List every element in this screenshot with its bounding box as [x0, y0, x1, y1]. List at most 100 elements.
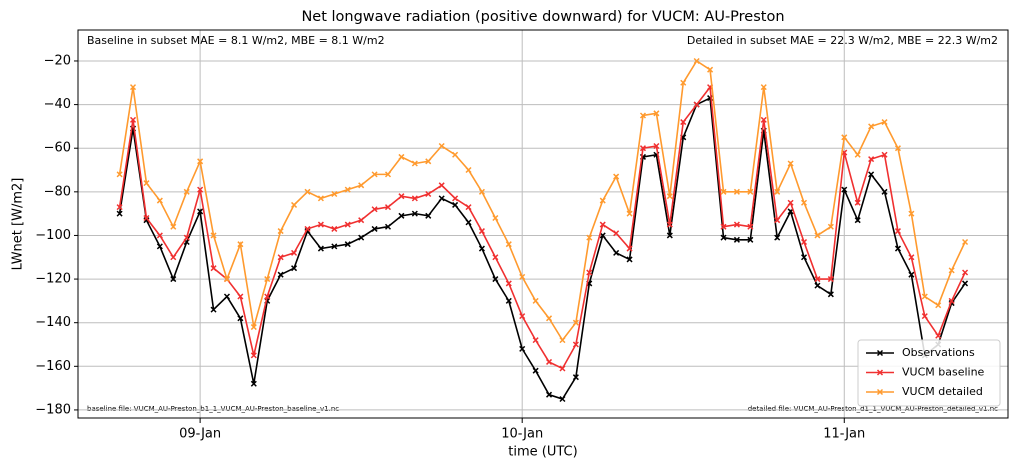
point-marker [264, 276, 271, 283]
point-marker [291, 265, 298, 272]
point-marker [411, 210, 418, 217]
point-marker [626, 245, 633, 252]
point-marker [143, 214, 150, 222]
point-marker [250, 352, 257, 359]
point-marker [183, 234, 190, 241]
point-marker [814, 276, 821, 283]
point-marker [532, 337, 539, 344]
point-marker [733, 221, 740, 228]
point-marker [519, 345, 526, 352]
point-marker [586, 269, 593, 276]
point-marker [894, 245, 901, 252]
point-marker [962, 269, 969, 276]
point-marker [908, 254, 915, 261]
point-marker [559, 365, 566, 372]
legend-marker [876, 349, 884, 357]
series-line [118, 96, 966, 400]
point-marker [800, 199, 808, 206]
point-marker [143, 180, 150, 187]
point-marker [411, 160, 418, 167]
point-marker [304, 225, 311, 232]
point-marker [894, 228, 901, 235]
point-marker [881, 119, 888, 126]
point-marker [478, 188, 485, 195]
point-marker [639, 112, 647, 119]
legend-label: Observations [902, 346, 975, 359]
point-marker [384, 204, 392, 211]
point-marker [962, 280, 969, 287]
point-marker [384, 171, 392, 178]
point-marker [250, 324, 257, 331]
point-marker [613, 249, 620, 256]
point-marker [411, 195, 418, 202]
point-marker [881, 151, 888, 158]
point-marker [774, 217, 781, 224]
point-marker [478, 245, 485, 252]
point-marker [465, 204, 472, 211]
point-marker [559, 337, 566, 344]
point-marker [747, 223, 754, 230]
point-marker [599, 232, 606, 239]
point-marker [626, 210, 633, 217]
point-marker [344, 241, 351, 248]
annotation: baseline file: VUCM_AU-Preston_b1_1_VUCM… [87, 405, 339, 413]
y-tick-label: −140 [35, 315, 71, 330]
point-marker [774, 188, 781, 195]
point-marker [613, 230, 620, 237]
point-marker [331, 225, 338, 232]
point-marker [720, 223, 727, 230]
point-marker [170, 223, 177, 230]
x-tick-label: 11-Jan [823, 427, 865, 442]
point-marker [546, 358, 553, 365]
legend-marker [876, 388, 884, 396]
point-marker [800, 254, 808, 261]
y-tick-label: −160 [35, 359, 71, 374]
point-marker [868, 171, 875, 178]
point-marker [223, 276, 230, 283]
y-tick-label: −80 [44, 184, 71, 199]
point-marker [304, 188, 311, 195]
point-marker [693, 57, 700, 65]
point-marker [492, 276, 499, 283]
point-marker [854, 199, 861, 206]
point-marker [492, 254, 499, 261]
point-marker [854, 151, 861, 158]
point-marker [237, 315, 244, 322]
point-marker [505, 297, 512, 304]
point-marker [223, 293, 230, 300]
point-marker [626, 256, 633, 263]
point-marker [546, 391, 553, 398]
point-marker [452, 151, 459, 158]
point-marker [693, 101, 700, 108]
point-marker [358, 234, 365, 241]
point-marker [827, 276, 834, 283]
point-marker [371, 206, 378, 213]
point-marker [948, 297, 955, 304]
point-marker [680, 79, 687, 86]
point-marker [921, 313, 928, 320]
point-marker [317, 195, 324, 202]
point-marker [210, 232, 217, 239]
point-marker [908, 210, 915, 217]
point-marker [317, 221, 324, 228]
point-marker [572, 374, 579, 381]
point-marker [935, 302, 942, 309]
point-marker [237, 293, 244, 300]
point-marker [760, 84, 767, 91]
point-marker [264, 293, 271, 300]
point-marker [774, 234, 781, 241]
point-marker [425, 212, 432, 219]
point-marker [787, 199, 794, 206]
y-tick-label: −60 [44, 141, 71, 156]
point-marker [747, 236, 754, 243]
chart-title: Net longwave radiation (positive downwar… [301, 9, 784, 25]
point-marker [291, 201, 298, 208]
point-marker [438, 195, 445, 202]
point-marker [720, 188, 727, 195]
point-marker [760, 116, 767, 123]
point-marker [116, 210, 123, 217]
point-marker [237, 241, 244, 248]
y-tick-label: −40 [44, 97, 71, 112]
point-marker [680, 119, 687, 126]
